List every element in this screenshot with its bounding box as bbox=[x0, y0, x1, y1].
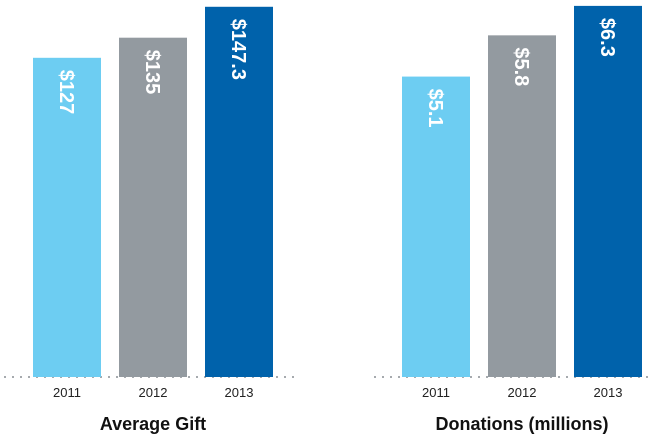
baseline-dot bbox=[398, 376, 400, 378]
value-label: $5.1 bbox=[424, 89, 446, 128]
baseline-dot bbox=[28, 376, 30, 378]
x-tick-label: 2011 bbox=[422, 385, 450, 400]
value-label: $135 bbox=[141, 50, 163, 94]
baseline-dot bbox=[292, 376, 294, 378]
bar bbox=[574, 5, 642, 377]
bar bbox=[119, 37, 187, 377]
baseline-dot bbox=[558, 376, 560, 378]
value-label: $5.8 bbox=[510, 47, 532, 86]
x-tick-label: 2012 bbox=[139, 385, 168, 400]
baseline-dot bbox=[478, 376, 480, 378]
baseline-dot bbox=[188, 376, 190, 378]
baseline-dot bbox=[20, 376, 22, 378]
value-label: $6.3 bbox=[596, 18, 618, 57]
baseline-dot bbox=[374, 376, 376, 378]
bar bbox=[488, 35, 556, 377]
baseline-dot bbox=[116, 376, 118, 378]
baseline-dot bbox=[382, 376, 384, 378]
baseline-dot bbox=[566, 376, 568, 378]
chart-title: Average Gift bbox=[100, 414, 206, 434]
x-tick-label: 2011 bbox=[53, 385, 81, 400]
baseline-dot bbox=[390, 376, 392, 378]
baseline-dot bbox=[486, 376, 488, 378]
bar bbox=[33, 57, 101, 377]
x-tick-label: 2012 bbox=[508, 385, 537, 400]
baseline-dot bbox=[470, 376, 472, 378]
x-tick-label: 2013 bbox=[594, 385, 623, 400]
x-tick-label: 2013 bbox=[225, 385, 254, 400]
baseline-dot bbox=[276, 376, 278, 378]
baseline-dot bbox=[284, 376, 286, 378]
bar bbox=[205, 6, 273, 377]
baseline-dot bbox=[646, 376, 648, 378]
baseline-dot bbox=[196, 376, 198, 378]
baseline-dot bbox=[4, 376, 6, 378]
baseline-dot bbox=[12, 376, 14, 378]
chart-title: Donations (millions) bbox=[436, 414, 609, 434]
value-label: $147.3 bbox=[227, 19, 249, 80]
bar bbox=[402, 76, 470, 377]
baseline-dot bbox=[108, 376, 110, 378]
value-label: $127 bbox=[55, 70, 77, 115]
